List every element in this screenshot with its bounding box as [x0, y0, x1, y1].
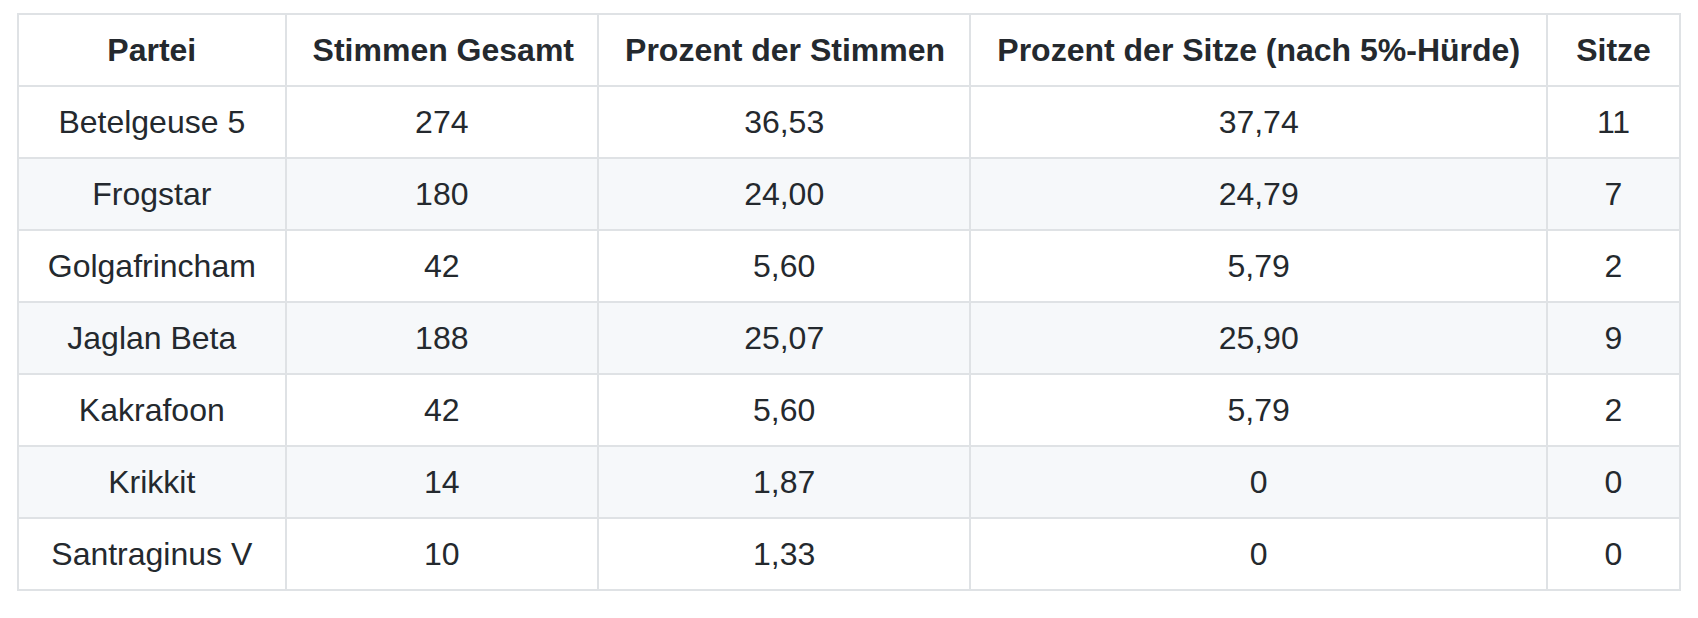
partei-cell: Betelgeuse 5 — [18, 86, 286, 158]
table-header: Partei Stimmen Gesamt Prozent der Stimme… — [18, 14, 1680, 86]
stimmen-cell: 42 — [286, 374, 598, 446]
sitze-cell: 11 — [1547, 86, 1680, 158]
stimmen-cell: 180 — [286, 158, 598, 230]
sitze-cell: 0 — [1547, 446, 1680, 518]
table-row: Krikkit 14 1,87 0 0 — [18, 446, 1680, 518]
column-header-sitze: Sitze — [1547, 14, 1680, 86]
partei-cell: Santraginus V — [18, 518, 286, 590]
prozent-stimmen-cell: 24,00 — [598, 158, 970, 230]
column-header-stimmen-gesamt: Stimmen Gesamt — [286, 14, 598, 86]
stimmen-cell: 14 — [286, 446, 598, 518]
prozent-stimmen-cell: 1,33 — [598, 518, 970, 590]
header-row: Partei Stimmen Gesamt Prozent der Stimme… — [18, 14, 1680, 86]
prozent-stimmen-cell: 5,60 — [598, 374, 970, 446]
sitze-cell: 2 — [1547, 230, 1680, 302]
partei-cell: Frogstar — [18, 158, 286, 230]
prozent-sitze-cell: 5,79 — [970, 230, 1547, 302]
stimmen-cell: 10 — [286, 518, 598, 590]
partei-cell: Krikkit — [18, 446, 286, 518]
table-body: Betelgeuse 5 274 36,53 37,74 11 Frogstar… — [18, 86, 1680, 590]
sitze-cell: 2 — [1547, 374, 1680, 446]
sitze-cell: 7 — [1547, 158, 1680, 230]
column-header-partei: Partei — [18, 14, 286, 86]
prozent-stimmen-cell: 5,60 — [598, 230, 970, 302]
column-header-prozent-sitze: Prozent der Sitze (nach 5%-Hürde) — [970, 14, 1547, 86]
column-header-prozent-stimmen: Prozent der Stimmen — [598, 14, 970, 86]
prozent-stimmen-cell: 25,07 — [598, 302, 970, 374]
table-row: Santraginus V 10 1,33 0 0 — [18, 518, 1680, 590]
stimmen-cell: 42 — [286, 230, 598, 302]
prozent-sitze-cell: 25,90 — [970, 302, 1547, 374]
partei-cell: Golgafrincham — [18, 230, 286, 302]
stimmen-cell: 274 — [286, 86, 598, 158]
partei-cell: Jaglan Beta — [18, 302, 286, 374]
table-row: Golgafrincham 42 5,60 5,79 2 — [18, 230, 1680, 302]
sitze-cell: 0 — [1547, 518, 1680, 590]
sitze-cell: 9 — [1547, 302, 1680, 374]
table-row: Kakrafoon 42 5,60 5,79 2 — [18, 374, 1680, 446]
prozent-sitze-cell: 0 — [970, 446, 1547, 518]
table-row: Frogstar 180 24,00 24,79 7 — [18, 158, 1680, 230]
table-row: Jaglan Beta 188 25,07 25,90 9 — [18, 302, 1680, 374]
prozent-stimmen-cell: 36,53 — [598, 86, 970, 158]
prozent-sitze-cell: 24,79 — [970, 158, 1547, 230]
partei-cell: Kakrafoon — [18, 374, 286, 446]
prozent-stimmen-cell: 1,87 — [598, 446, 970, 518]
stimmen-cell: 188 — [286, 302, 598, 374]
table-row: Betelgeuse 5 274 36,53 37,74 11 — [18, 86, 1680, 158]
prozent-sitze-cell: 37,74 — [970, 86, 1547, 158]
election-results-table: Partei Stimmen Gesamt Prozent der Stimme… — [17, 13, 1681, 591]
page: Partei Stimmen Gesamt Prozent der Stimme… — [0, 0, 1698, 618]
prozent-sitze-cell: 0 — [970, 518, 1547, 590]
prozent-sitze-cell: 5,79 — [970, 374, 1547, 446]
